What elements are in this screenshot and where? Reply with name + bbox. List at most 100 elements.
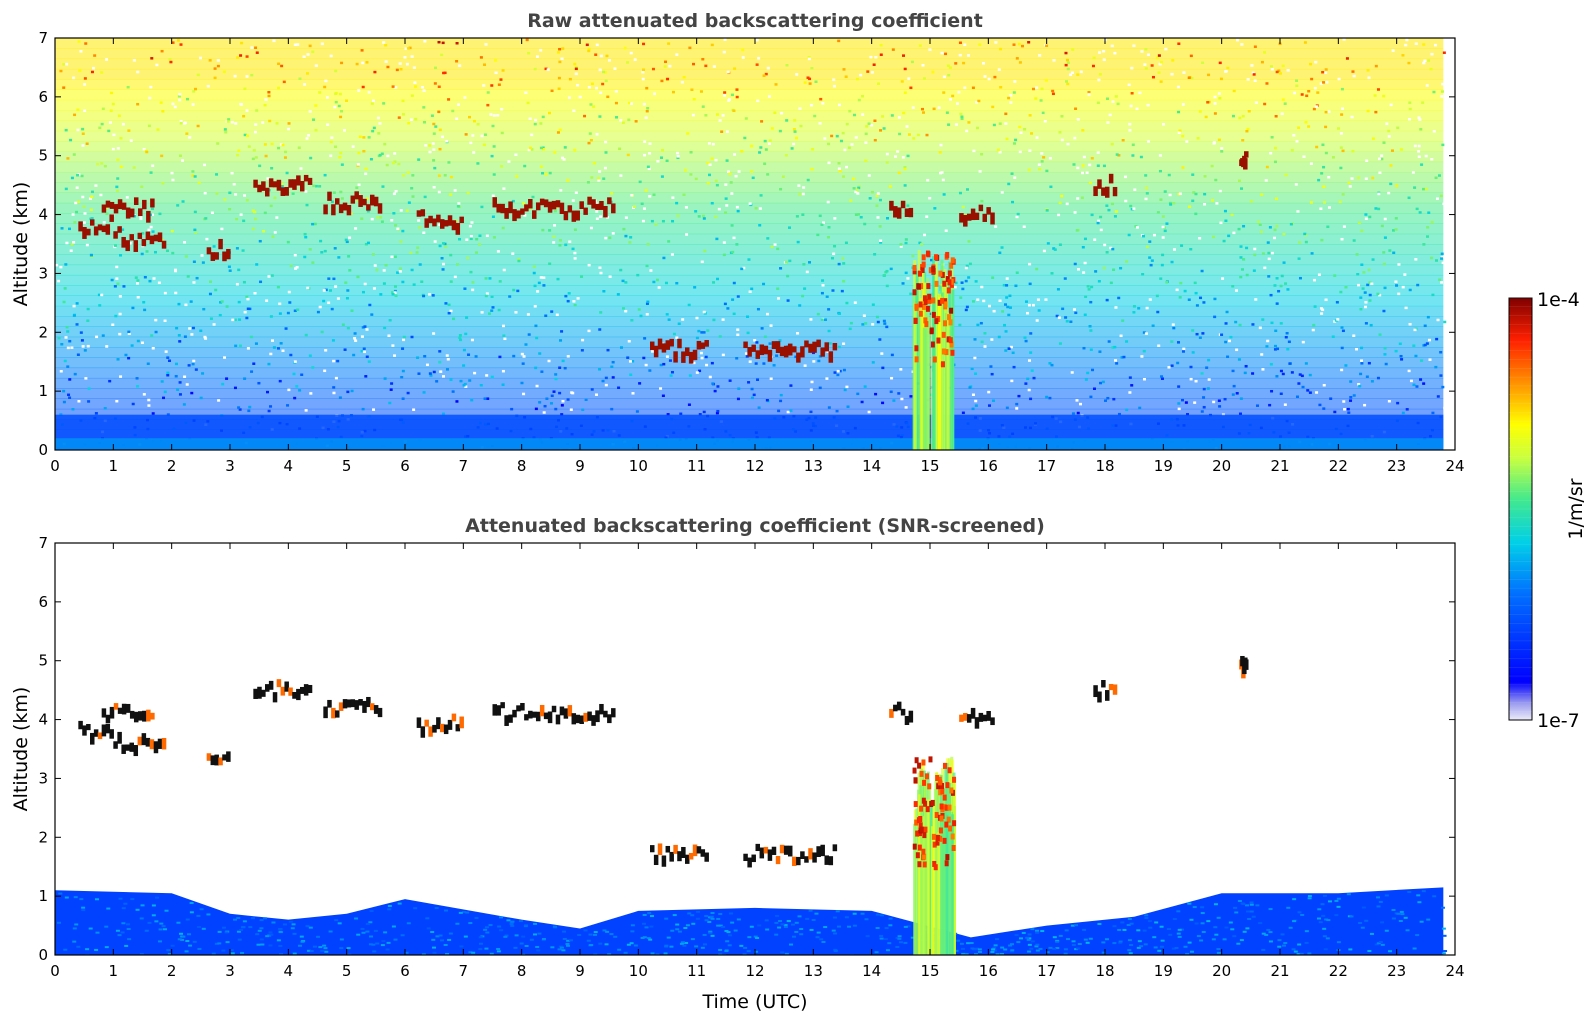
noise-speck (101, 107, 105, 111)
noise-speck (1194, 212, 1198, 216)
cloud-cell (528, 198, 533, 209)
noise-speck (1343, 408, 1347, 411)
noise-speck (724, 183, 728, 186)
noise-speck (610, 192, 614, 195)
boundary-speck (550, 946, 555, 949)
noise-speck (333, 105, 337, 109)
noise-speck (397, 116, 401, 119)
boundary-speck (282, 923, 287, 926)
noise-speck (470, 338, 474, 342)
noise-speck (1239, 245, 1243, 248)
noise-speck (1004, 349, 1008, 352)
noise-speck (64, 263, 68, 266)
boundary-speck (1200, 906, 1205, 909)
noise-speck (1251, 372, 1255, 375)
noise-speck (735, 95, 739, 99)
noise-speck (1035, 267, 1039, 271)
noise-speck (356, 163, 360, 166)
noise-speck (1084, 295, 1088, 298)
noise-speck (801, 213, 805, 216)
boundary-speck (1177, 935, 1182, 938)
noise-speck (769, 377, 773, 380)
boundary-speck (592, 933, 597, 936)
noise-speck (832, 252, 836, 256)
boundary-speck (809, 928, 814, 931)
cloud-cell (280, 686, 286, 696)
noise-speck (155, 63, 159, 67)
noise-speck (370, 313, 374, 316)
rain-core (942, 762, 947, 769)
noise-speck (733, 153, 737, 156)
noise-speck (711, 142, 715, 146)
noise-speck (1275, 277, 1279, 280)
noise-speck (730, 93, 734, 97)
boundary-speck (1374, 943, 1379, 946)
boundary-speck (1249, 901, 1254, 904)
noise-speck (1284, 335, 1288, 339)
noise-speck (235, 217, 239, 221)
noise-speck (798, 304, 802, 307)
noise-speck (470, 221, 474, 224)
noise-speck (1258, 326, 1262, 330)
noise-speck (186, 97, 190, 101)
noise-speck (546, 68, 550, 71)
noise-speck (1170, 72, 1174, 76)
boundary-speck (1154, 921, 1159, 924)
noise-speck (1142, 234, 1146, 238)
noise-speck (523, 214, 527, 217)
noise-speck (598, 215, 602, 218)
boundary-speck (536, 949, 541, 952)
boundary-speck (1101, 941, 1106, 944)
noise-speck (410, 335, 414, 339)
noise-speck (808, 261, 812, 264)
noise-speck (648, 369, 652, 372)
noise-speck (566, 299, 570, 303)
noise-speck (365, 355, 369, 359)
noise-speck (179, 121, 183, 125)
noise-speck (117, 114, 121, 118)
noise-speck (1322, 81, 1326, 84)
snr-y-axis-label: Altitude (km) (10, 687, 32, 812)
noise-speck (1404, 43, 1408, 47)
noise-speck (119, 375, 123, 378)
noise-speck (1159, 277, 1163, 280)
noise-speck (604, 151, 608, 154)
background-band (55, 58, 1444, 70)
noise-speck (645, 86, 649, 90)
noise-speck (423, 40, 427, 43)
noise-speck (885, 161, 889, 164)
noise-speck (542, 411, 546, 414)
noise-speck (490, 309, 494, 312)
noise-speck (82, 205, 86, 208)
noise-speck (500, 165, 504, 168)
noise-speck (127, 356, 131, 360)
noise-speck (228, 207, 232, 211)
noise-speck (391, 292, 395, 296)
noise-speck (1080, 171, 1084, 175)
noise-speck (268, 119, 272, 123)
boundary-speck (387, 904, 392, 907)
noise-speck (94, 184, 98, 187)
noise-speck (931, 70, 935, 74)
boundary-speck (642, 913, 647, 916)
noise-speck (332, 359, 336, 363)
noise-speck (1303, 232, 1307, 236)
boundary-speck (1247, 917, 1252, 920)
noise-speck (1357, 221, 1361, 225)
noise-speck (553, 224, 557, 227)
noise-speck (327, 301, 331, 305)
noise-speck (293, 396, 297, 400)
cloud-cell (366, 204, 371, 211)
noise-speck (982, 62, 986, 65)
cloud-cell (346, 204, 352, 216)
noise-speck (545, 397, 549, 400)
noise-speck (375, 268, 379, 272)
boundary-speck (368, 935, 373, 938)
noise-speck (369, 157, 373, 161)
noise-speck (1096, 151, 1100, 154)
noise-speck (1360, 362, 1364, 365)
noise-speck (384, 60, 388, 63)
noise-speck (1074, 311, 1078, 315)
noise-speck (968, 386, 972, 389)
noise-speck (1374, 207, 1378, 210)
